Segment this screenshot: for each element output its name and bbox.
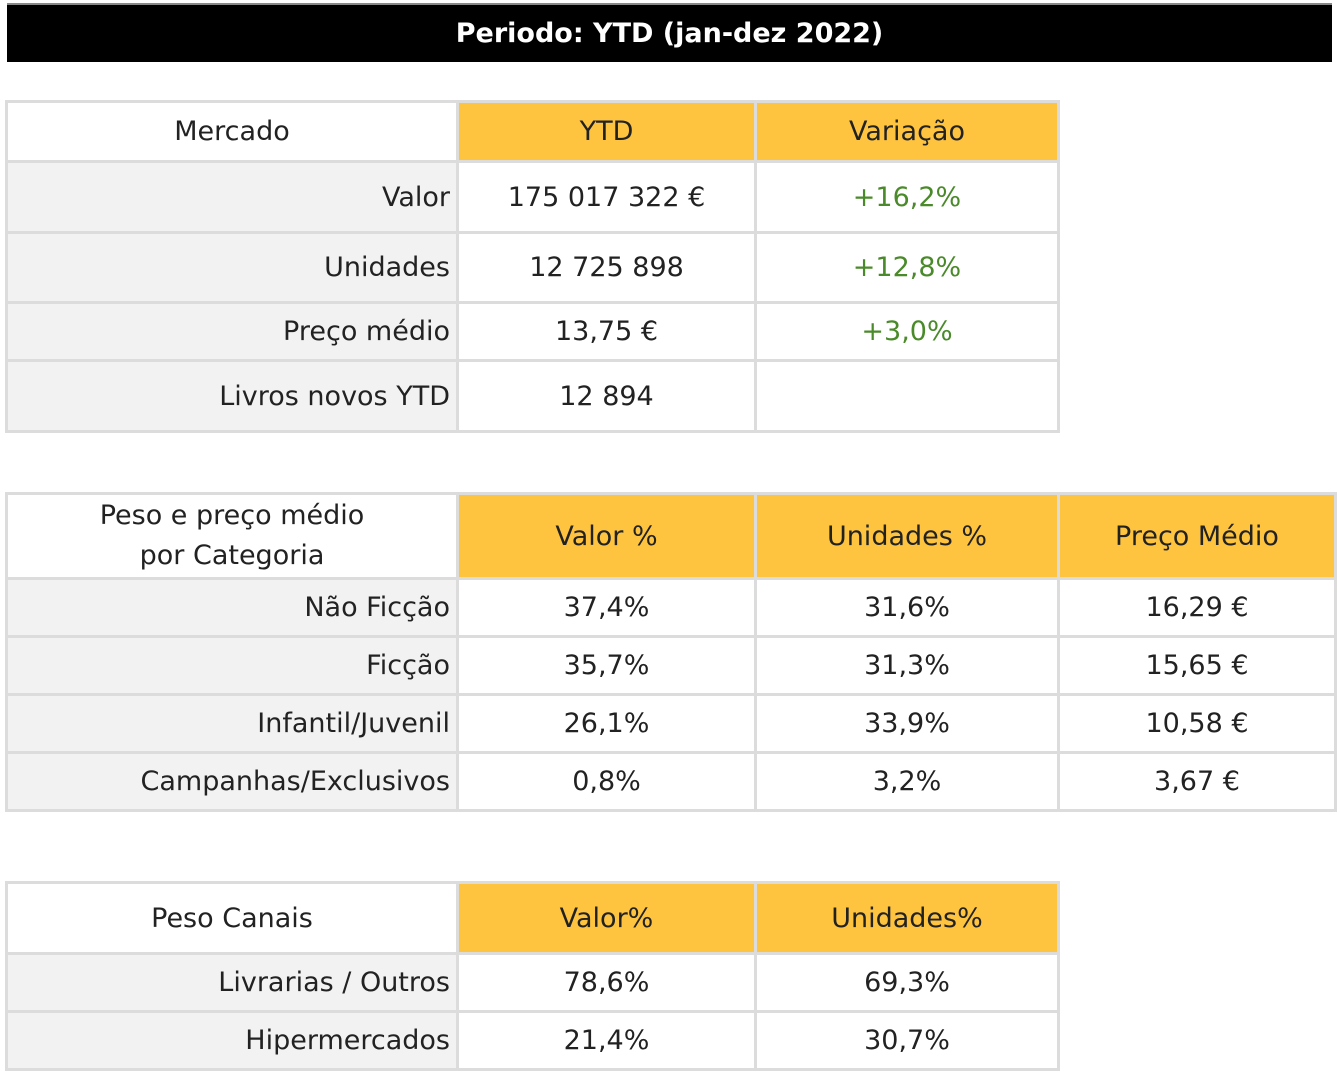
units-share: 3,2%: [757, 754, 1057, 809]
ytd-value: 12 894: [459, 362, 754, 430]
table-row: Não Ficção 37,4% 31,6% 16,29 €: [8, 580, 1334, 635]
value-share: 0,8%: [459, 754, 754, 809]
value-share: 35,7%: [459, 638, 754, 693]
channels-header-value: Valor%: [459, 884, 754, 952]
channels-table: Peso Canais Valor% Unidades% Livrarias /…: [5, 881, 1060, 1071]
row-label: Ficção: [8, 638, 456, 693]
category-header-line2: por Categoria: [139, 540, 325, 571]
table-row: Ficção 35,7% 31,3% 15,65 €: [8, 638, 1334, 693]
category-header-price: Preço Médio: [1060, 495, 1334, 577]
units-share: 31,6%: [757, 580, 1057, 635]
table-row: Campanhas/Exclusivos 0,8% 3,2% 3,67 €: [8, 754, 1334, 809]
value-share: 26,1%: [459, 696, 754, 751]
row-label: Preço médio: [8, 304, 456, 359]
category-header-value: Valor %: [459, 495, 754, 577]
value-share: 37,4%: [459, 580, 754, 635]
row-label: Livrarias / Outros: [8, 955, 456, 1010]
table-row: Preço médio 13,75 € +3,0%: [8, 304, 1057, 359]
empty-cell: [757, 362, 1057, 430]
category-header-units: Unidades %: [757, 495, 1057, 577]
table-row: Unidades 12 725 898 +12,8%: [8, 234, 1057, 301]
ytd-value: 175 017 322 €: [459, 163, 754, 231]
avg-price: 10,58 €: [1060, 696, 1334, 751]
units-share: 69,3%: [757, 955, 1057, 1010]
period-title: Periodo: YTD (jan-dez 2022): [455, 18, 884, 49]
row-label: Unidades: [8, 234, 456, 301]
channels-header-units: Unidades%: [757, 884, 1057, 952]
market-header-ytd: YTD: [459, 103, 754, 160]
category-header-line1: Peso e preço médio: [99, 500, 365, 531]
market-header-variation: Variação: [757, 103, 1057, 160]
value-share: 78,6%: [459, 955, 754, 1010]
table-row: Livros novos YTD 12 894: [8, 362, 1057, 430]
row-label: Livros novos YTD: [8, 362, 456, 430]
market-header-row: Mercado YTD Variação: [8, 103, 1057, 160]
channels-header-label: Peso Canais: [8, 884, 456, 952]
row-label: Campanhas/Exclusivos: [8, 754, 456, 809]
variation-value: +3,0%: [757, 304, 1057, 359]
table-row: Valor 175 017 322 € +16,2%: [8, 163, 1057, 231]
market-header-label: Mercado: [8, 103, 456, 160]
units-share: 33,9%: [757, 696, 1057, 751]
row-label: Valor: [8, 163, 456, 231]
avg-price: 15,65 €: [1060, 638, 1334, 693]
market-table: Mercado YTD Variação Valor 175 017 322 €…: [5, 100, 1060, 433]
table-row: Infantil/Juvenil 26,1% 33,9% 10,58 €: [8, 696, 1334, 751]
row-label: Não Ficção: [8, 580, 456, 635]
units-share: 31,3%: [757, 638, 1057, 693]
channels-header-row: Peso Canais Valor% Unidades%: [8, 884, 1057, 952]
variation-value: +12,8%: [757, 234, 1057, 301]
row-label: Hipermercados: [8, 1013, 456, 1068]
ytd-value: 12 725 898: [459, 234, 754, 301]
row-label: Infantil/Juvenil: [8, 696, 456, 751]
period-banner: Periodo: YTD (jan-dez 2022): [7, 3, 1332, 62]
table-row: Livrarias / Outros 78,6% 69,3%: [8, 955, 1057, 1010]
ytd-value: 13,75 €: [459, 304, 754, 359]
value-share: 21,4%: [459, 1013, 754, 1068]
category-table: Peso e preço médio por Categoria Valor %…: [5, 492, 1337, 812]
avg-price: 3,67 €: [1060, 754, 1334, 809]
units-share: 30,7%: [757, 1013, 1057, 1068]
table-row: Hipermercados 21,4% 30,7%: [8, 1013, 1057, 1068]
avg-price: 16,29 €: [1060, 580, 1334, 635]
category-header-row: Peso e preço médio por Categoria Valor %…: [8, 495, 1334, 577]
variation-value: +16,2%: [757, 163, 1057, 231]
category-header-label: Peso e preço médio por Categoria: [8, 495, 456, 577]
